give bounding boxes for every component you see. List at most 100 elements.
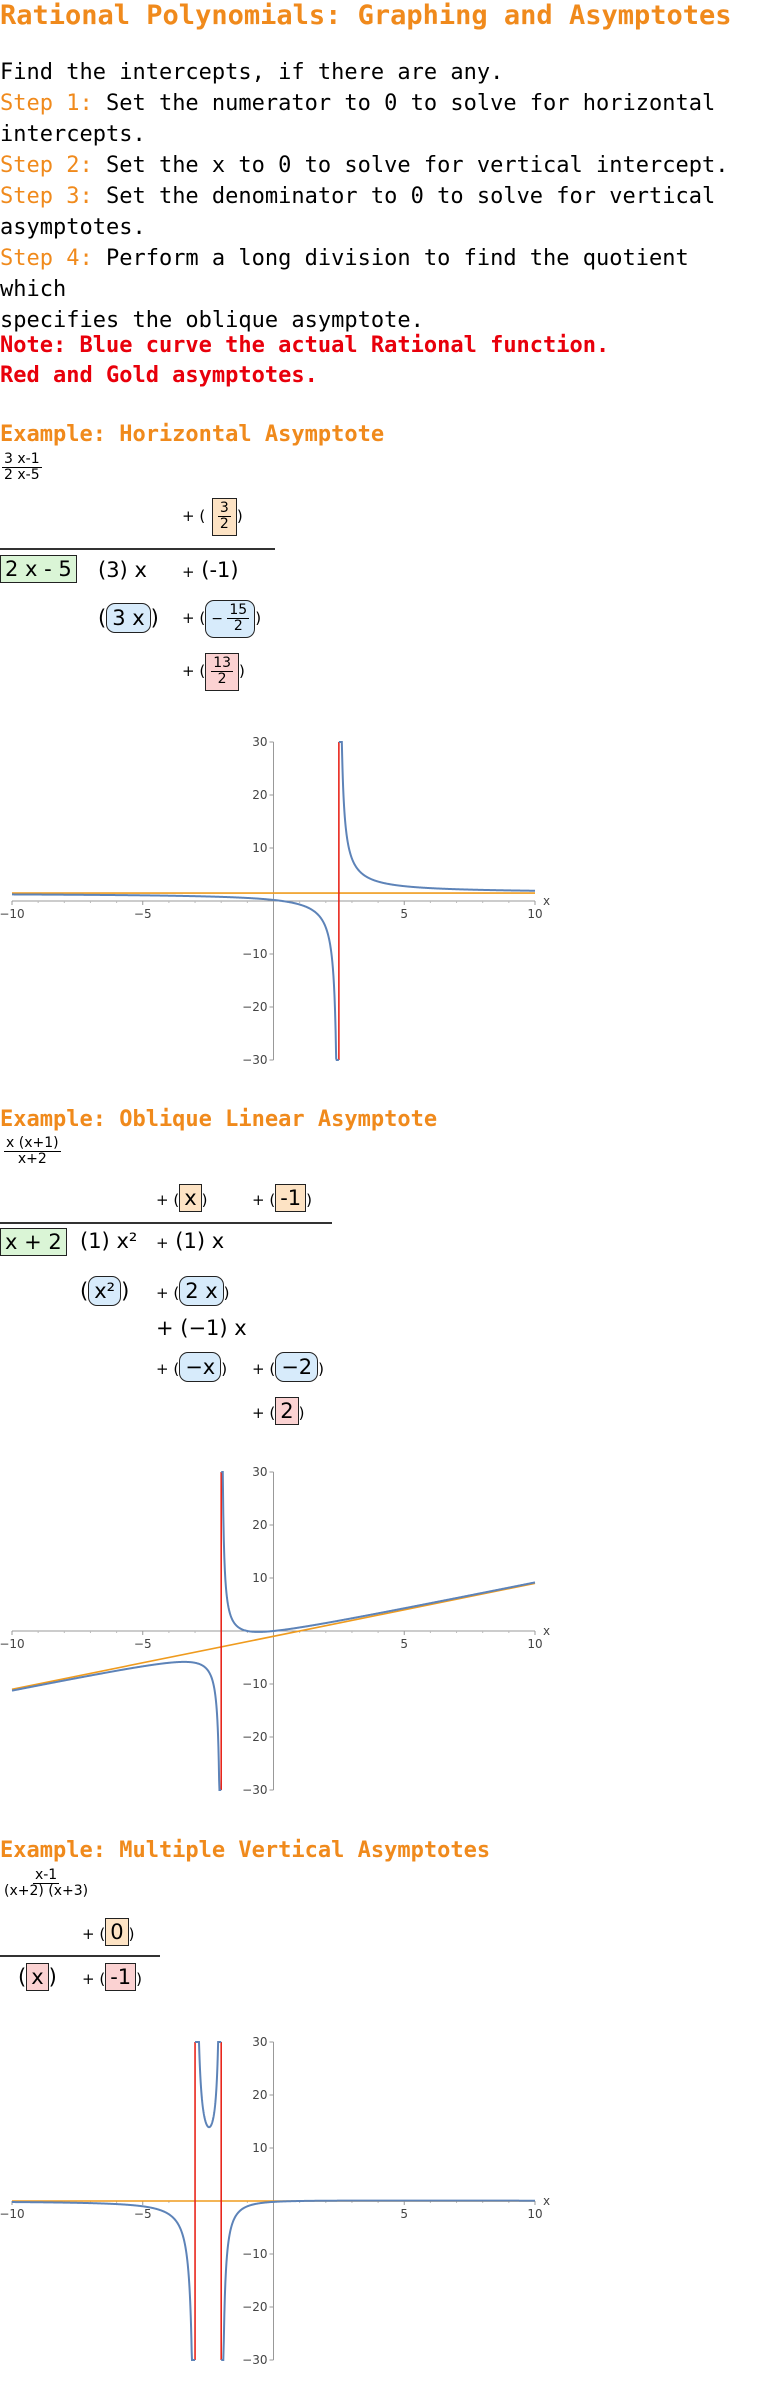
y-tick-label: 20 bbox=[252, 788, 267, 802]
ex3-row-b: + (-1) bbox=[82, 1963, 143, 1991]
x-tick-label: −5 bbox=[134, 2207, 152, 2221]
ex1-divisor: 2 x - 5 bbox=[0, 555, 77, 583]
x-tick-label: −5 bbox=[134, 1637, 152, 1651]
oblique-asymptote bbox=[11, 1582, 536, 1691]
y-tick-label: −10 bbox=[242, 947, 267, 961]
ex3-row-a: (x) bbox=[18, 1963, 57, 1991]
rational-curve bbox=[11, 1660, 222, 1791]
rational-curve bbox=[12, 2201, 196, 2361]
x-tick-label: 10 bbox=[527, 907, 542, 921]
rational-curve bbox=[221, 2199, 535, 2361]
ex1-sub1b-box: − 15 2 bbox=[205, 600, 256, 638]
example-3-numerator: x-1 bbox=[32, 1867, 60, 1885]
step-1-text: Set the numerator to 0 to solve for hori… bbox=[92, 91, 716, 116]
y-tick-label: 30 bbox=[252, 735, 267, 749]
intro-block: Find the intercepts, if there are any. S… bbox=[0, 57, 765, 336]
ex2-row2-second-box: 2 x bbox=[179, 1276, 224, 1306]
ex2-quotient-1: + (x) bbox=[156, 1184, 208, 1212]
ex2-row1-var: x² bbox=[116, 1229, 138, 1253]
step-2-text: Set the x to 0 to solve for vertical int… bbox=[92, 153, 729, 178]
ex1-sub1b-sign: − bbox=[211, 610, 223, 627]
x-axis-label: x bbox=[543, 1624, 550, 1638]
step-1-label: Step 1: bbox=[0, 91, 93, 116]
example-3-function: x-1 (x+2) (x+3) bbox=[4, 1867, 89, 1900]
ex2-row4-a: + (−x) bbox=[156, 1352, 227, 1382]
x-tick-label: −10 bbox=[0, 907, 25, 921]
step-1: Step 1: Set the numerator to 0 to solve … bbox=[0, 88, 765, 119]
ex1-remainder: + (13 2) bbox=[182, 653, 245, 691]
ex1-dividend-coeff: (3) bbox=[98, 558, 128, 582]
x-tick-label: −10 bbox=[0, 2207, 25, 2221]
ex1-sub1b: + (− 15 2) bbox=[182, 600, 261, 638]
x-tick-label: 5 bbox=[400, 2207, 408, 2221]
ex2-row1-coeff2: (1) bbox=[175, 1229, 206, 1253]
ex1-remainder-num: 13 bbox=[211, 655, 234, 673]
step-2-label: Step 2: bbox=[0, 153, 93, 178]
y-tick-label: 30 bbox=[252, 1465, 267, 1479]
ex2-row2-box: x² bbox=[88, 1276, 122, 1306]
ex2-divisor: x + 2 bbox=[0, 1228, 67, 1256]
ex1-sub1b-num: 15 bbox=[227, 602, 250, 620]
example-2-denominator: x+2 bbox=[17, 1151, 47, 1168]
ex2-row2-b: + (2 x) bbox=[156, 1276, 230, 1306]
ex2-row2-a: (x²) bbox=[80, 1276, 129, 1306]
y-tick-label: 10 bbox=[252, 2141, 267, 2155]
ex1-dividend-plus: + bbox=[182, 563, 195, 581]
step-3: Step 3: Set the denominator to 0 to solv… bbox=[0, 181, 765, 212]
ex2-row1-var2: x bbox=[211, 1229, 225, 1253]
rational-curve bbox=[221, 1471, 536, 1633]
x-axis-label: x bbox=[543, 894, 550, 908]
y-tick-label: 10 bbox=[252, 1571, 267, 1585]
y-tick-label: 20 bbox=[252, 2088, 267, 2102]
x-tick-label: 5 bbox=[400, 907, 408, 921]
ex3-division-bar bbox=[0, 1955, 160, 1957]
y-tick-label: 30 bbox=[252, 2035, 267, 2049]
ex1-quotient-num: 3 bbox=[217, 500, 231, 518]
y-tick-label: −30 bbox=[242, 2353, 267, 2367]
example-3-heading: Example: Multiple Vertical Asymptotes bbox=[0, 1838, 491, 1863]
note-line-1: Note: Blue curve the actual Rational fun… bbox=[0, 333, 610, 358]
step-4-label: Step 4: bbox=[0, 246, 93, 271]
step-4-cont: specifies the oblique asymptote. bbox=[0, 308, 424, 333]
ex2-divisor-box: x + 2 bbox=[0, 1228, 67, 1256]
example-2-numerator: x (x+1) bbox=[4, 1135, 61, 1153]
x-tick-label: 5 bbox=[400, 1637, 408, 1651]
example-3-denominator: (x+2) (x+3) bbox=[4, 1883, 89, 1900]
step-4-text: Perform a long division to find the quot… bbox=[0, 246, 689, 302]
ex2-row3: + (−1) x bbox=[156, 1316, 247, 1340]
ex1-sub1b-den: 2 bbox=[233, 618, 243, 635]
example-1-function: 3 x-1 2 x-5 bbox=[2, 451, 42, 484]
step-3-label: Step 3: bbox=[0, 184, 93, 209]
step-4: Step 4: Perform a long division to find … bbox=[0, 243, 765, 305]
ex2-quotient-2-box: -1 bbox=[275, 1184, 307, 1212]
rational-curve bbox=[195, 2041, 222, 2129]
ex3-row-a-box: x bbox=[26, 1963, 49, 1991]
step-1-cont: intercepts. bbox=[0, 122, 146, 147]
ex1-dividend-term2: + (-1) bbox=[182, 558, 239, 582]
ex2-quotient-1-box: x bbox=[179, 1184, 202, 1212]
ex3-quotient: + (0) bbox=[82, 1918, 135, 1946]
step-3-cont: asymptotes. bbox=[0, 215, 146, 240]
rational-curve bbox=[12, 893, 339, 1061]
y-tick-label: 20 bbox=[252, 1518, 267, 1532]
rational-curve bbox=[338, 741, 535, 892]
x-tick-label: −10 bbox=[0, 1637, 25, 1651]
ex2-row1-term2: + (1) x bbox=[156, 1229, 224, 1253]
y-tick-label: −20 bbox=[242, 2300, 267, 2314]
x-tick-label: 10 bbox=[527, 2207, 542, 2221]
ex2-remainder-box: 2 bbox=[275, 1397, 299, 1425]
step-2: Step 2: Set the x to 0 to solve for vert… bbox=[0, 150, 765, 181]
y-tick-label: −30 bbox=[242, 1783, 267, 1797]
ex1-sub1: (3 x) bbox=[98, 603, 159, 633]
y-tick-label: −20 bbox=[242, 1730, 267, 1744]
ex2-row4-b: + (−2) bbox=[252, 1352, 324, 1382]
ex2-row4-a-box: −x bbox=[179, 1352, 222, 1382]
y-tick-label: 10 bbox=[252, 841, 267, 855]
ex2-row1-term1: (1) x² bbox=[80, 1229, 137, 1253]
ex1-dividend-const: (-1) bbox=[201, 558, 239, 582]
